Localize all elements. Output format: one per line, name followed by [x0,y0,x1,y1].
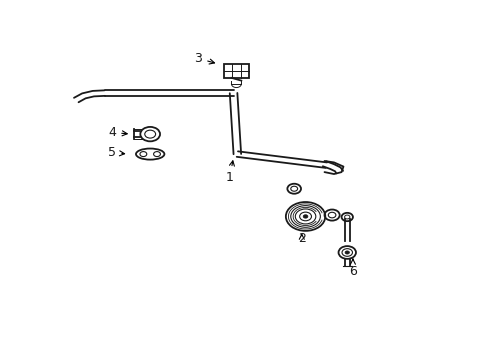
Text: 4: 4 [108,126,127,139]
Text: 3: 3 [194,52,214,65]
Text: 6: 6 [348,259,356,278]
Text: 5: 5 [108,146,124,159]
Circle shape [345,251,349,254]
Text: 1: 1 [225,161,234,184]
Text: 2: 2 [297,232,305,245]
Circle shape [303,215,307,218]
Bar [224,64,248,78]
